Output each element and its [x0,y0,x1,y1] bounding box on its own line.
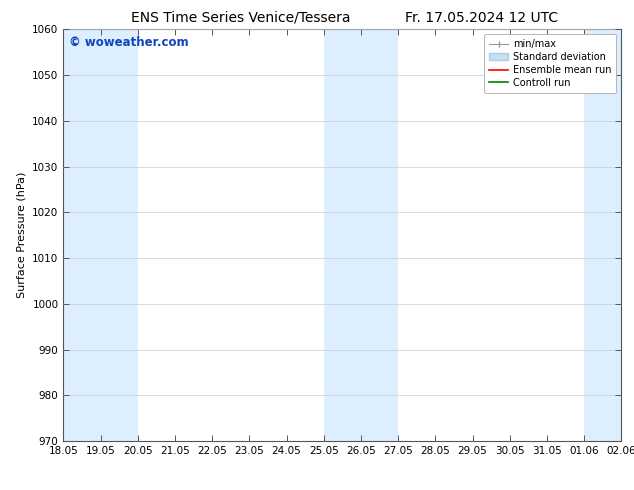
Bar [324,29,398,441]
Text: Fr. 17.05.2024 12 UTC: Fr. 17.05.2024 12 UTC [405,11,559,25]
Bar [63,29,138,441]
Text: © woweather.com: © woweather.com [69,36,188,49]
Legend: min/max, Standard deviation, Ensemble mean run, Controll run: min/max, Standard deviation, Ensemble me… [484,34,616,93]
Y-axis label: Surface Pressure (hPa): Surface Pressure (hPa) [16,172,27,298]
Bar [584,29,621,441]
Text: ENS Time Series Venice/Tessera: ENS Time Series Venice/Tessera [131,11,351,25]
